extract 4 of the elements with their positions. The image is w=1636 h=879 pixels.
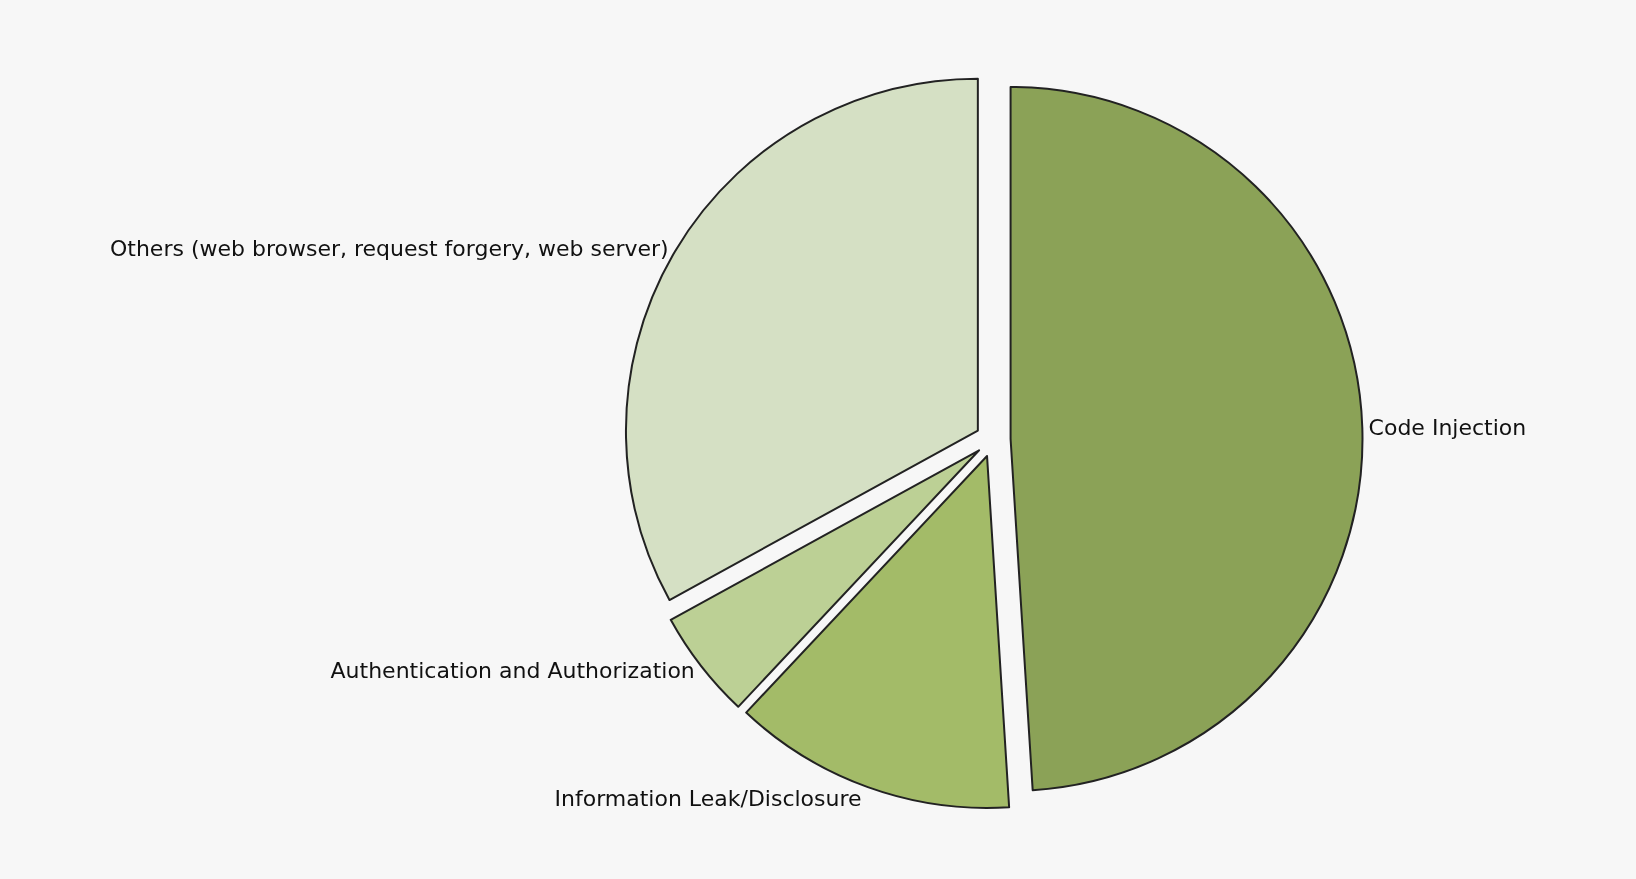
slice-label: Others (web browser, request forgery, web server) — [109, 235, 669, 261]
slice-label: Code Injection — [1368, 415, 1527, 441]
slice-label: Information Leak/Disclosure — [554, 785, 862, 811]
slice-label: Authentication and Authorization — [330, 658, 695, 684]
